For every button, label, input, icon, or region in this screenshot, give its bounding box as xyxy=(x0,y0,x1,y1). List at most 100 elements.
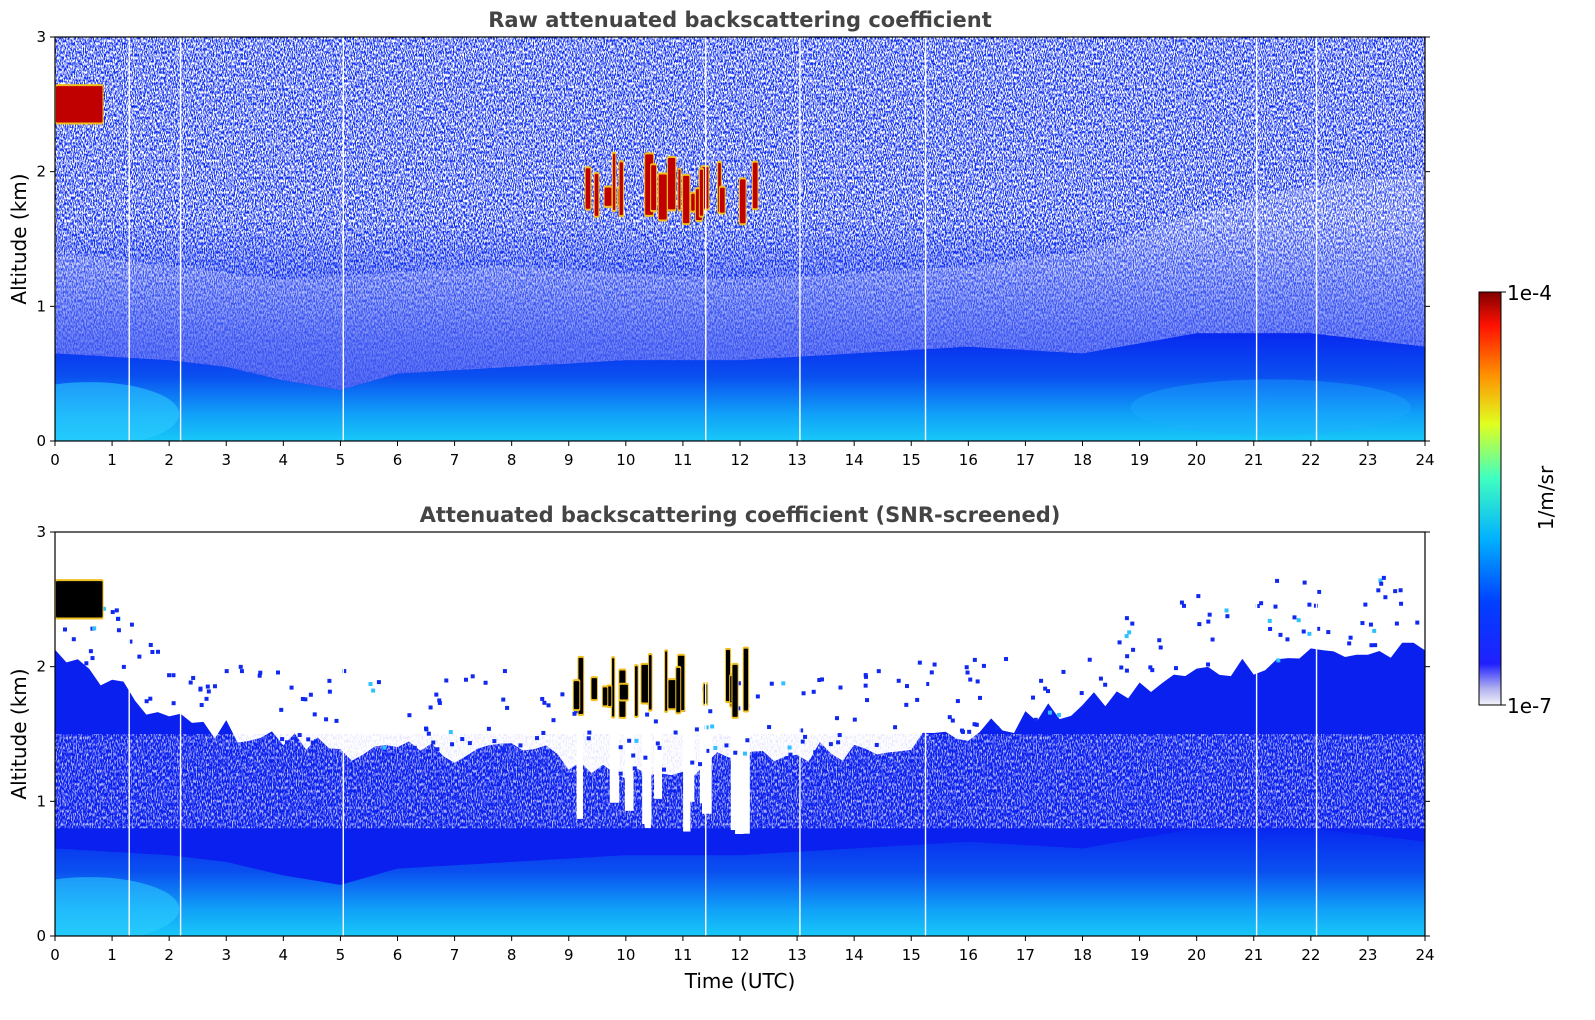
sparse-signal xyxy=(144,699,149,704)
sparse-signal xyxy=(813,750,818,755)
sparse-signal xyxy=(964,665,969,670)
sparse-signal xyxy=(412,745,417,750)
sparse-signal xyxy=(811,689,816,694)
x-tick-label: 17 xyxy=(1016,946,1035,964)
sparse-signal xyxy=(733,750,738,755)
x-tick-label: 3 xyxy=(221,946,231,964)
sparse-signal xyxy=(1307,602,1312,607)
sparse-signal xyxy=(541,730,546,735)
sparse-signal xyxy=(915,697,920,702)
sparse-signal xyxy=(327,689,332,694)
y-axis-label-raw: Altitude (km) xyxy=(7,173,31,304)
residual-layer xyxy=(55,171,1425,390)
sparse-signal xyxy=(1124,616,1129,621)
sparse-signal xyxy=(788,752,793,757)
sparse-signal xyxy=(437,698,442,703)
sparse-signal xyxy=(1316,626,1321,631)
sparse-signal xyxy=(334,718,339,723)
sparse-signal xyxy=(306,737,311,742)
axis-ticks-raw: 0 1 2 3 4 5 6 7 8 9 10 11 12 13 14 15 16 17 18 19 20 21 22 23 24… xyxy=(36,28,1434,469)
sparse-signal xyxy=(1347,641,1352,646)
sparse-signal xyxy=(817,678,822,683)
x-tick-label: 0 xyxy=(50,946,60,964)
x-tick-label: 23 xyxy=(1358,946,1377,964)
sparse-signal xyxy=(1255,604,1260,609)
sparse-signal xyxy=(972,657,977,662)
sparse-signal xyxy=(198,687,203,692)
sparse-signal xyxy=(643,755,648,760)
y-tick-label: 1 xyxy=(36,297,46,315)
sparse-signal xyxy=(110,610,115,615)
y-tick-label: 2 xyxy=(36,163,46,181)
cloud-core xyxy=(641,664,650,703)
sparse-signal xyxy=(704,725,709,730)
sparse-signal xyxy=(634,738,639,743)
sparse-signal xyxy=(483,680,488,685)
screened-gap xyxy=(739,720,750,834)
x-tick-label: 8 xyxy=(507,451,517,469)
sparse-signal xyxy=(431,740,436,745)
heatmap-screened xyxy=(55,532,1425,936)
sparse-signal xyxy=(968,677,973,682)
sparse-signal xyxy=(1057,713,1062,718)
sparse-signal xyxy=(368,682,373,687)
sparse-signal xyxy=(371,688,376,693)
x-tick-label: 6 xyxy=(393,946,403,964)
sparse-signal xyxy=(904,684,909,689)
sparse-signal xyxy=(300,696,305,701)
x-tick-label: 15 xyxy=(902,946,921,964)
sparse-signal xyxy=(90,656,95,661)
sparse-signal xyxy=(199,703,204,708)
cloud-core xyxy=(594,173,599,216)
cloud-core xyxy=(585,168,591,209)
sparse-signal xyxy=(803,734,808,739)
x-tick-label: 19 xyxy=(1130,946,1149,964)
sparse-signal xyxy=(426,731,431,736)
x-tick-label: 0 xyxy=(50,451,60,469)
sparse-signal xyxy=(171,701,176,706)
sparse-signal xyxy=(171,673,176,678)
sparse-signal xyxy=(742,751,747,756)
sparse-signal xyxy=(1302,580,1307,585)
sparse-signal xyxy=(1207,612,1212,617)
x-tick-label: 2 xyxy=(164,946,174,964)
sparse-signal xyxy=(1031,695,1036,700)
sparse-signal xyxy=(655,741,660,746)
sparse-signal xyxy=(505,705,510,710)
sparse-signal xyxy=(312,712,317,717)
cloud-core xyxy=(604,187,612,206)
cloud-core xyxy=(719,187,725,213)
sparse-signal xyxy=(310,740,315,745)
sparse-signal xyxy=(450,742,455,747)
sparse-signal xyxy=(876,669,881,674)
sparse-signal xyxy=(289,685,294,690)
sparse-signal xyxy=(121,664,126,669)
sparse-signal xyxy=(1372,628,1377,633)
x-tick-label: 20 xyxy=(1187,946,1206,964)
sparse-signal xyxy=(279,707,284,712)
screened-gap xyxy=(654,720,663,799)
sparse-signal xyxy=(800,739,805,744)
sparse-signal xyxy=(1103,682,1108,687)
chart-title-screened: Attenuated backscattering coefficient (S… xyxy=(420,503,1061,527)
sparse-signal xyxy=(1127,630,1132,635)
sparse-signal xyxy=(995,726,1000,731)
surface-aerosol xyxy=(55,877,180,936)
sparse-signal xyxy=(257,673,262,678)
y-tick-label: 3 xyxy=(36,28,46,46)
sparse-signal xyxy=(852,717,857,722)
sparse-signal xyxy=(492,739,497,744)
sparse-signal xyxy=(838,685,843,690)
sparse-signal xyxy=(148,642,153,647)
cloud-core xyxy=(739,179,746,224)
sparse-signal xyxy=(137,654,142,659)
sparse-signal xyxy=(1394,621,1399,626)
screened-gap xyxy=(644,720,651,829)
x-tick-label: 12 xyxy=(730,451,749,469)
sparse-signal xyxy=(424,727,429,732)
y-tick-label: 1 xyxy=(36,792,46,810)
sparse-signal xyxy=(444,678,449,683)
sparse-signal xyxy=(1278,632,1283,637)
cloud-core xyxy=(56,581,103,618)
sparse-signal xyxy=(463,677,468,682)
